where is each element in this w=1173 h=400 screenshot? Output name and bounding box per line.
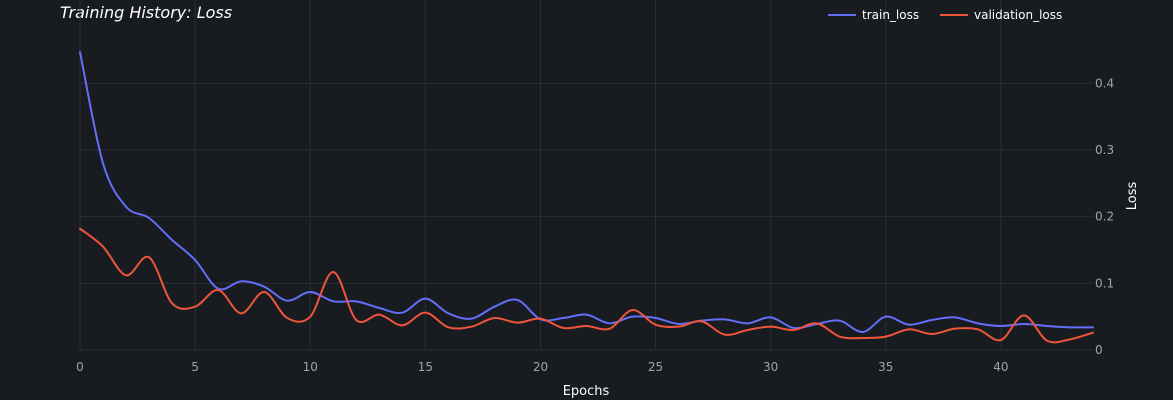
chart-title: Training History: Loss [60,3,232,22]
x-axis-label: Epochs [563,384,610,399]
legend-item-train-loss[interactable]: train_loss [828,8,919,22]
series-lines [79,51,1094,344]
x-tick-label: 25 [648,360,663,374]
x-tick-label: 0 [76,360,84,374]
y-tick-label: 0.4 [1095,76,1114,90]
series-line-train-loss [79,51,1094,333]
x-tick-label: 35 [878,360,893,374]
legend-label: train_loss [862,8,919,22]
y-tick-label: 0 [1095,343,1103,357]
series-line-validation-loss [79,227,1094,344]
y-tick-label: 0.1 [1095,276,1114,290]
x-tick-label: 15 [418,360,433,374]
x-tick-label: 10 [303,360,318,374]
tick-labels: 0 5 10 15 20 25 30 35 40 0 0.1 0.2 0.3 0.4 [76,76,1114,374]
y-tick-label: 0.2 [1095,210,1114,224]
x-tick-label: 5 [191,360,199,374]
legend-item-validation-loss[interactable]: validation_loss [940,8,1062,22]
legend-label: validation_loss [974,8,1062,22]
y-tick-label: 0.3 [1095,143,1114,157]
x-tick-label: 20 [533,360,548,374]
grid [79,0,1093,351]
legend: train_loss validation_loss [828,8,1062,22]
x-tick-label: 30 [763,360,778,374]
x-tick-label: 40 [993,360,1008,374]
y-axis-label: Loss [1125,182,1140,211]
